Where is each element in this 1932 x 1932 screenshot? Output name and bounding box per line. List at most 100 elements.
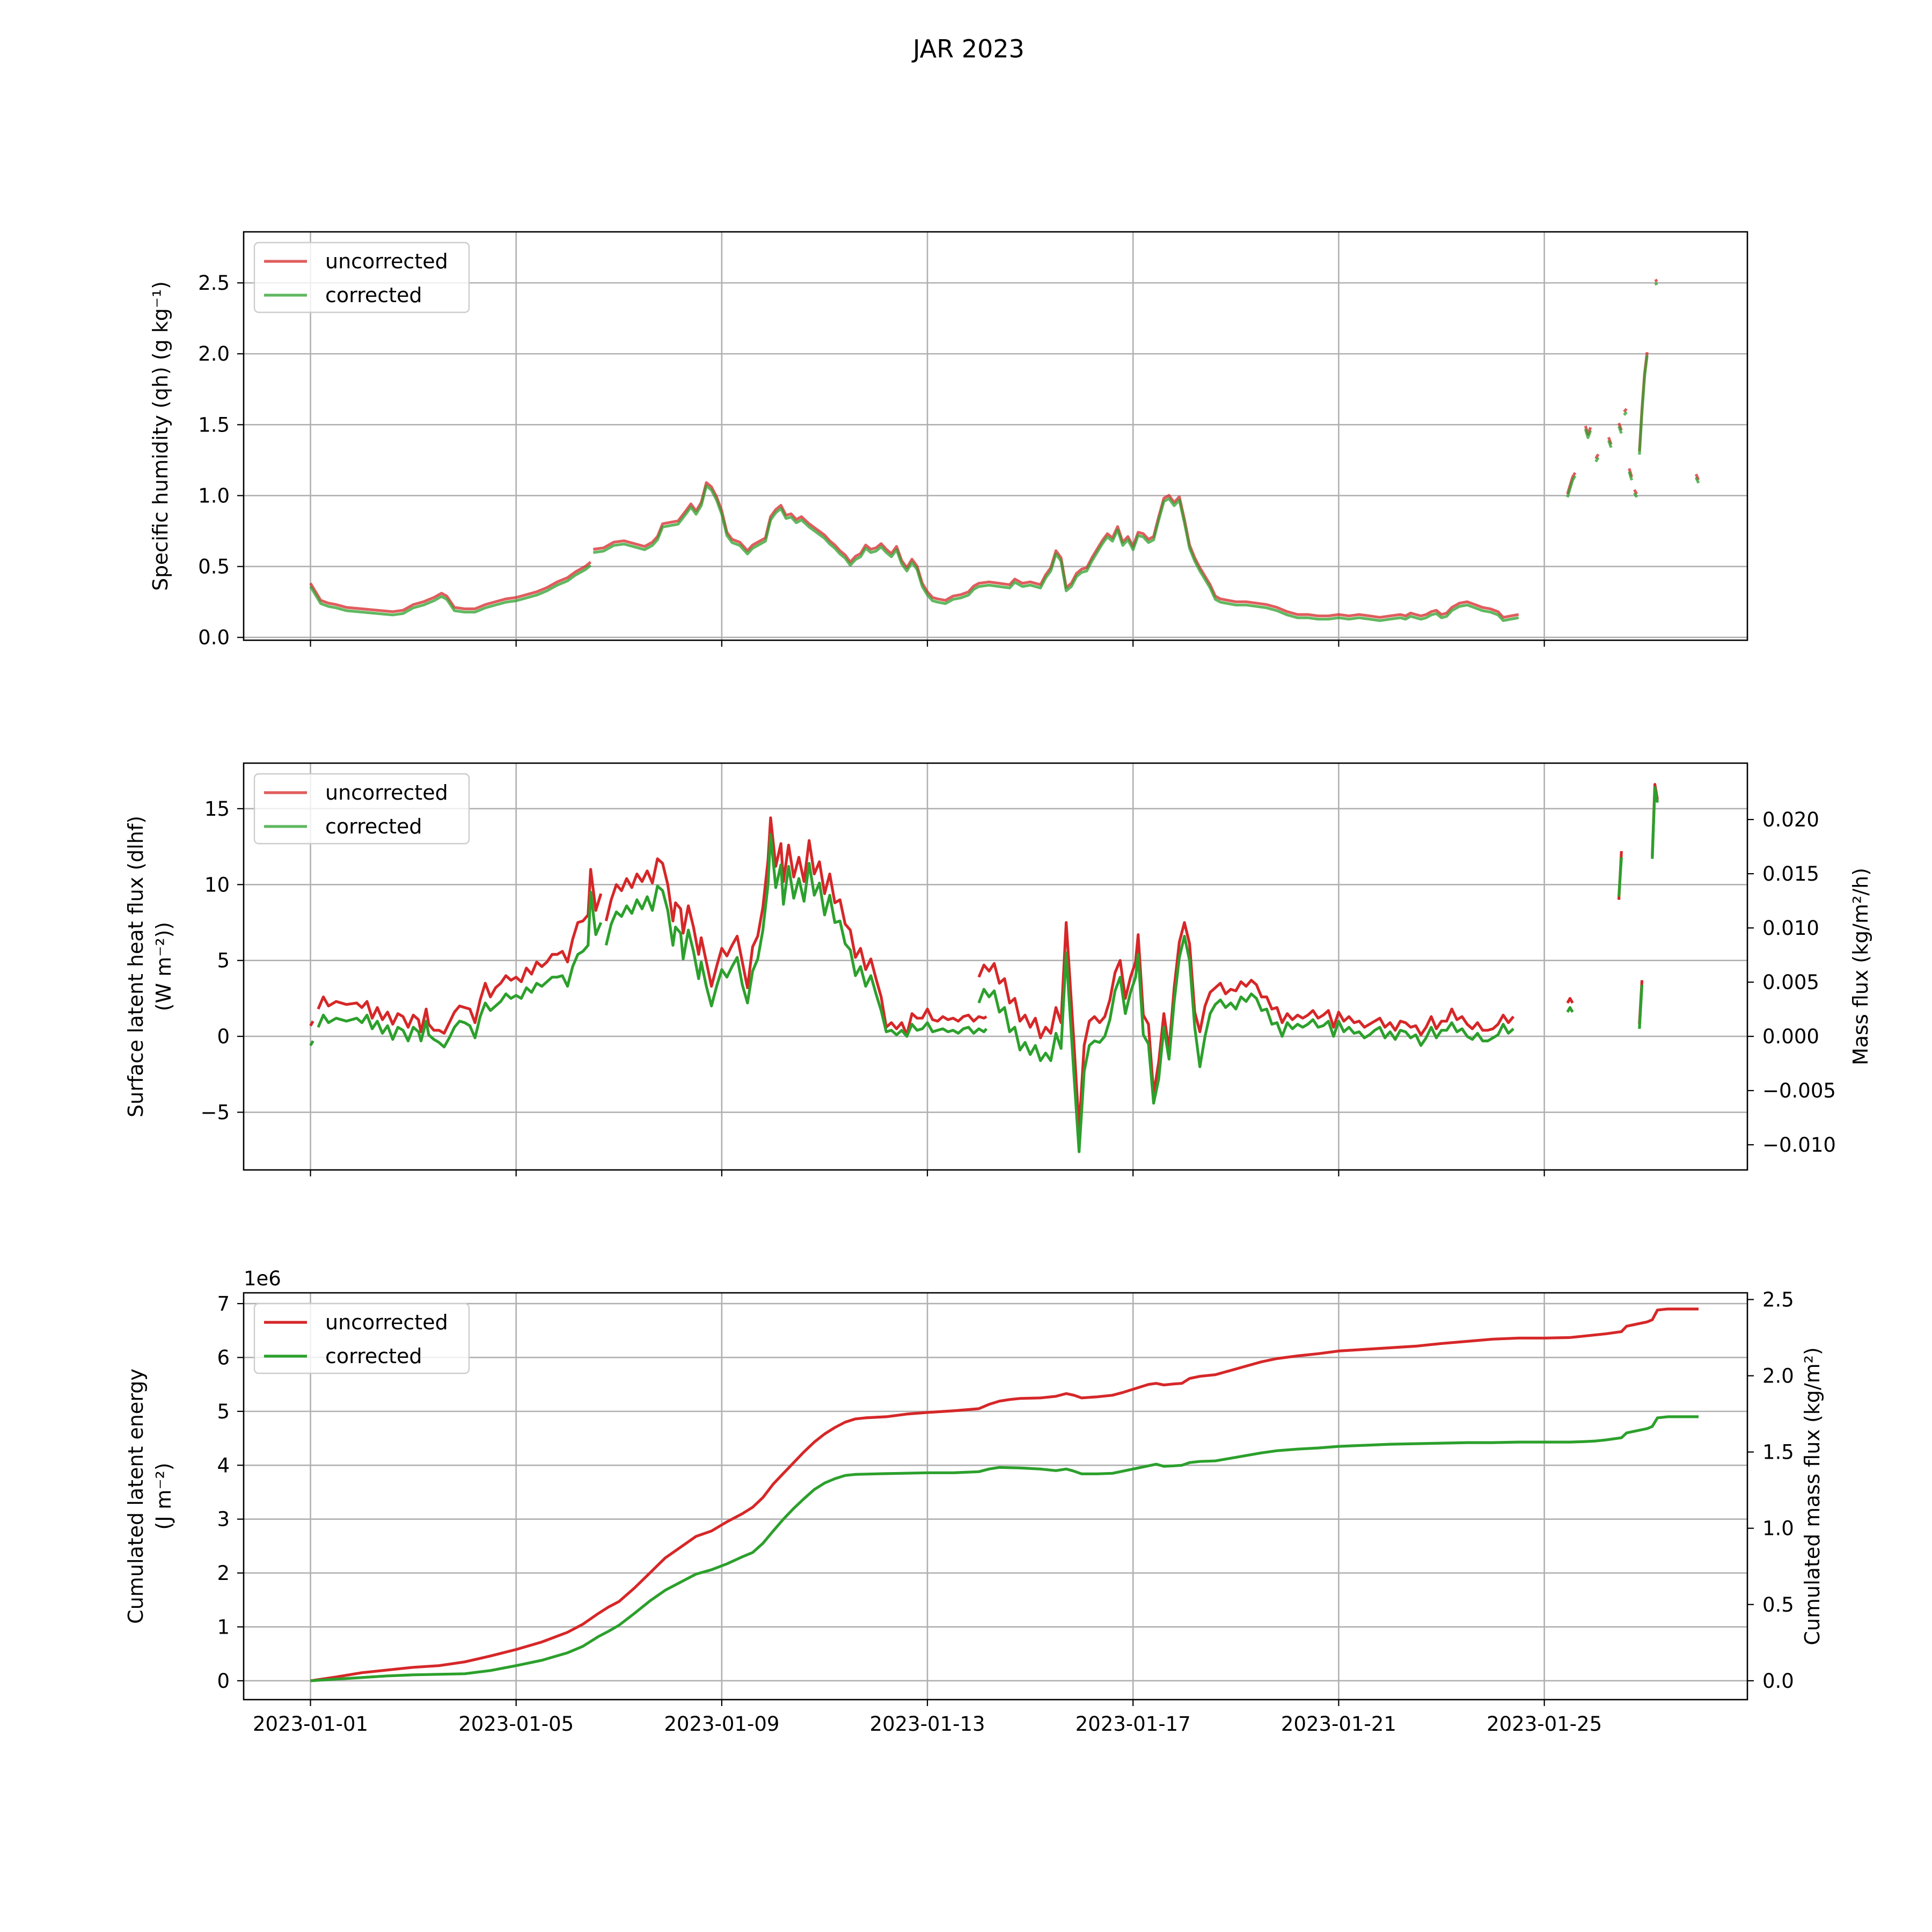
series-line-corrected	[1566, 1006, 1574, 1013]
y-tick-label: 3	[217, 1508, 230, 1531]
y-axis-label: Surface latent heat flux (dlhf)	[124, 816, 148, 1117]
y-tick-label: 6	[217, 1346, 230, 1369]
y-tick-label: 5	[217, 949, 230, 972]
x-tick-label: 2023-01-05	[458, 1713, 574, 1736]
y-tick-label: 4	[217, 1454, 230, 1477]
series-line-uncorrected	[309, 561, 592, 613]
y-tick-label: 2.0	[198, 342, 230, 365]
panel-cum: 0 1 2 3 4 5 6 7 2023-01-01 2023-01-05 2023-01-09 20…	[124, 1267, 1824, 1736]
series-corrected	[309, 786, 1659, 1153]
y-axis-label: (J m⁻²)	[152, 1462, 175, 1529]
legend-box	[253, 773, 470, 845]
legend-box	[253, 1302, 470, 1374]
axes-frame	[243, 1292, 1748, 1701]
y2-tick-label: 1.5	[1762, 1441, 1794, 1464]
y-tick-label: −5	[200, 1101, 230, 1124]
series-line-corrected	[1638, 355, 1649, 455]
series-line-uncorrected	[310, 1307, 1699, 1682]
legend-box	[253, 241, 470, 313]
legend-label-corrected: corrected	[325, 283, 422, 307]
series-uncorrected	[310, 1307, 1699, 1682]
series-line-corrected	[1607, 440, 1613, 448]
legend-label-corrected: corrected	[325, 1344, 422, 1368]
series-corrected	[310, 1415, 1699, 1682]
y2-tick-label: 0.0	[1762, 1670, 1794, 1693]
y-axis-label: Cumulated latent energy	[124, 1368, 148, 1624]
panels: 0.0 0.5 1.0 1.5 2.0 2.5 Specific humidity (qh)…	[124, 231, 1872, 1736]
series-line-uncorrected	[593, 481, 1519, 619]
y2-tick-label: 0.015	[1762, 862, 1819, 885]
series-line-uncorrected	[604, 816, 987, 1036]
y2-tick-label: 2.5	[1762, 1288, 1794, 1311]
y-axis-label: (W m⁻²))	[152, 922, 175, 1011]
y2-tick-label: 2.0	[1762, 1365, 1794, 1388]
y-tick-label: 1	[217, 1615, 230, 1638]
y2-axis-label: Cumulated mass flux (kg/m²)	[1801, 1347, 1824, 1645]
series-line-corrected	[1654, 282, 1658, 286]
y-tick-label: 7	[217, 1292, 230, 1315]
series-line-corrected	[1651, 786, 1659, 859]
y-tick-label: 0	[217, 1670, 230, 1693]
series-line-corrected	[309, 564, 592, 617]
y-tick-label: 10	[204, 873, 230, 896]
series-line-corrected	[310, 1415, 1699, 1682]
y-tick-label: 0.5	[198, 555, 230, 579]
axes-frame	[243, 762, 1748, 1171]
y2-tick-label: 0.000	[1762, 1025, 1819, 1048]
series-line-uncorrected	[1654, 279, 1658, 283]
y2-tick-label: 0.005	[1762, 971, 1819, 994]
y-tick-label: 1.0	[198, 484, 230, 507]
y-tick-label: 2	[217, 1562, 230, 1585]
x-tick-label: 2023-01-09	[664, 1713, 779, 1736]
series-line-corrected	[1628, 471, 1633, 481]
series-line-corrected	[604, 833, 988, 1038]
series-line-uncorrected	[977, 921, 1515, 1131]
series-line-uncorrected	[317, 868, 603, 1035]
series-corrected	[309, 282, 1700, 623]
series-uncorrected	[309, 782, 1659, 1131]
y2-tick-label: 0.020	[1762, 808, 1819, 831]
series-line-uncorrected	[1623, 408, 1628, 413]
axes-frame	[243, 231, 1748, 641]
legend: uncorrected corrected	[253, 773, 470, 845]
series-line-corrected	[1594, 457, 1600, 463]
y-tick-label: 0.0	[198, 626, 230, 649]
series-line-corrected	[317, 890, 603, 1049]
series-line-corrected	[977, 934, 1514, 1153]
x-tick-label: 2023-01-21	[1281, 1713, 1396, 1736]
y2-tick-label: 1.0	[1762, 1517, 1794, 1540]
y2-axis-label: Mass flux (kg/m²/h)	[1849, 868, 1872, 1065]
series-line-corrected	[1584, 428, 1592, 440]
y-tick-label: 2.5	[198, 272, 230, 295]
panel-dlhf: −5 0 5 10 15 Surface latent heat flux (dlhf)(…	[124, 762, 1872, 1176]
series-line-corrected	[1566, 475, 1577, 498]
series-line-uncorrected	[309, 1020, 314, 1027]
y2-tick-label: 0.5	[1762, 1593, 1794, 1616]
series-line-uncorrected	[1566, 997, 1574, 1004]
y-axis-label: Specific humidity (qh) (g kg⁻¹)	[149, 281, 172, 591]
y-tick-label: 0	[217, 1025, 230, 1048]
series-line-corrected	[1633, 492, 1638, 498]
x-tick-label: 2023-01-13	[870, 1713, 985, 1736]
x-tick-label: 2023-01-01	[253, 1713, 368, 1736]
series-line-corrected	[1623, 411, 1628, 416]
panel-qh: 0.0 0.5 1.0 1.5 2.0 2.5 Specific humidity (qh)…	[149, 231, 1748, 649]
legend-label-corrected: corrected	[325, 815, 422, 838]
series-line-corrected	[593, 484, 1519, 623]
x-tick-label: 2023-01-25	[1487, 1713, 1602, 1736]
figure-title: JAR 2023	[911, 34, 1024, 63]
y2-tick-label: −0.005	[1762, 1079, 1836, 1102]
y2-tick-label: 0.010	[1762, 917, 1819, 940]
y2-tick-label: −0.010	[1762, 1133, 1836, 1157]
series-line-corrected	[309, 1040, 314, 1046]
y-tick-label: 5	[217, 1400, 230, 1423]
series-line-uncorrected	[1633, 489, 1638, 495]
y-tick-label: 15	[204, 797, 230, 821]
legend-label-uncorrected: uncorrected	[325, 781, 448, 804]
series-line-corrected	[1638, 984, 1644, 1029]
legend-label-uncorrected: uncorrected	[325, 1311, 448, 1334]
series-line-corrected	[1618, 426, 1623, 434]
series-line-corrected	[1617, 857, 1623, 897]
x-tick-label: 2023-01-17	[1075, 1713, 1191, 1736]
y-offset-label: 1e6	[244, 1267, 281, 1290]
